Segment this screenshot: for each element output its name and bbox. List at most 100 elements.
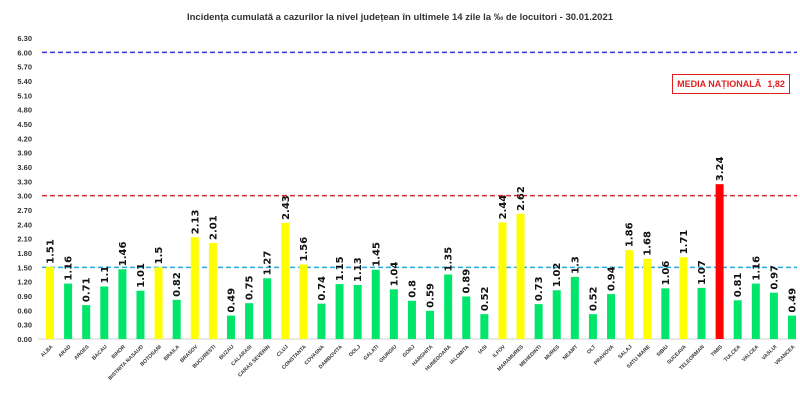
data-label: 1.45 (371, 242, 382, 267)
bar (46, 266, 54, 339)
y-tick-label: 4.50 (17, 120, 32, 129)
y-tick-label: 5.70 (17, 63, 32, 72)
bar (281, 222, 290, 339)
x-tick-label: ALBA (40, 344, 55, 359)
bar (751, 283, 760, 339)
bar (389, 289, 398, 339)
data-label: 0.49 (226, 288, 237, 313)
bar (136, 290, 145, 339)
y-tick-label: 1.20 (17, 278, 32, 287)
bar (534, 304, 543, 339)
bar (769, 292, 778, 339)
x-tick-label: TULCEA (723, 344, 742, 363)
data-label: 1.01 (136, 263, 147, 288)
data-label: 0.49 (788, 288, 799, 313)
data-label: 1.04 (389, 262, 400, 287)
x-tick-label: MURES (544, 344, 562, 362)
bar (715, 184, 724, 339)
x-tick-label: OLT (586, 344, 598, 356)
y-tick-label: 5.40 (17, 77, 32, 86)
bar (625, 250, 634, 339)
y-tick-label: 1.80 (17, 249, 32, 258)
data-label: 3.24 (715, 156, 726, 181)
bar (588, 314, 597, 339)
bar (263, 278, 272, 339)
x-tick-label: VRANCEA (774, 344, 797, 367)
bar (570, 276, 579, 339)
x-tick-label: BACAU (91, 344, 109, 362)
data-label: 0.89 (462, 269, 473, 294)
bar (607, 294, 616, 339)
data-label: 0.59 (426, 283, 437, 308)
x-tick-label: ARGES (73, 344, 91, 362)
bar (788, 315, 796, 339)
y-tick-label: 2.10 (17, 235, 32, 244)
data-label: 0.75 (245, 275, 256, 300)
bar (208, 242, 217, 339)
y-tick-label: 2.40 (17, 220, 32, 229)
bar (426, 310, 435, 339)
data-label: 2.13 (190, 210, 201, 235)
bar (552, 290, 561, 339)
bar (172, 299, 181, 339)
data-label: 1.35 (444, 247, 455, 272)
x-tick-label: IASI (477, 344, 489, 356)
data-label: 1.15 (335, 256, 346, 281)
bar (299, 264, 308, 339)
bar (661, 288, 670, 339)
x-tick-label: VALCEA (741, 344, 760, 363)
bar (226, 315, 235, 339)
y-tick-label: 3.30 (17, 177, 32, 186)
bar (444, 274, 453, 339)
national-average-box: MEDIA NAȚIONALĂ 1,82 (672, 74, 790, 94)
x-tick-label: NEAMT (562, 344, 580, 362)
y-tick-label: 6.30 (17, 34, 32, 43)
data-label: 0.71 (82, 277, 93, 302)
data-label: 0.74 (317, 276, 328, 301)
x-tick-label: ILFOV (492, 344, 507, 359)
data-label: 1.06 (661, 261, 672, 286)
x-tick-label: CLUJ (276, 344, 290, 358)
bar (733, 300, 742, 339)
bar (118, 269, 127, 339)
data-label: 1.68 (643, 231, 654, 256)
x-tick-label: ARAD (58, 344, 73, 359)
x-tick-label: PRAHOVA (593, 344, 615, 366)
data-label: 1.13 (353, 257, 364, 282)
national-average-label: MEDIA NAȚIONALĂ (677, 79, 762, 89)
data-label: 0.97 (769, 265, 780, 290)
x-tick-label: CARAS SEVERIN (237, 344, 272, 379)
x-tick-label: IALOMITA (449, 344, 471, 366)
bar (697, 287, 706, 339)
bar (335, 284, 344, 339)
chart-title: Incidența cumulată a cazurilor la nivel … (187, 12, 614, 23)
data-label: 1.51 (46, 239, 57, 264)
data-label: 2.44 (498, 195, 509, 220)
data-label: 0.73 (534, 276, 545, 301)
data-label: 0.52 (588, 286, 599, 311)
bar (679, 257, 688, 339)
y-tick-label: 3.90 (17, 149, 32, 158)
bar (190, 237, 199, 339)
bar (100, 286, 109, 339)
x-tick-label: TIMIS (710, 344, 724, 358)
x-tick-label: DOLJ (348, 344, 362, 358)
x-tick-label: SIBIU (656, 344, 670, 358)
data-label: 1.5 (154, 247, 165, 265)
x-tick-label: SALAJ (617, 344, 633, 360)
y-tick-label: 6.00 (17, 48, 32, 57)
data-label: 1.86 (625, 222, 636, 247)
x-tick-label: BUZAU (218, 344, 235, 361)
bar (154, 267, 163, 339)
y-tick-label: 4.20 (17, 134, 32, 143)
y-tick-label: 0.90 (17, 292, 32, 301)
y-tick-label: 4.80 (17, 106, 32, 115)
bar (498, 222, 507, 339)
data-label: 1.3 (570, 256, 581, 274)
bar (407, 300, 416, 339)
data-label: 2.62 (516, 186, 527, 211)
bar (317, 303, 326, 339)
data-label: 1.1 (100, 266, 111, 284)
